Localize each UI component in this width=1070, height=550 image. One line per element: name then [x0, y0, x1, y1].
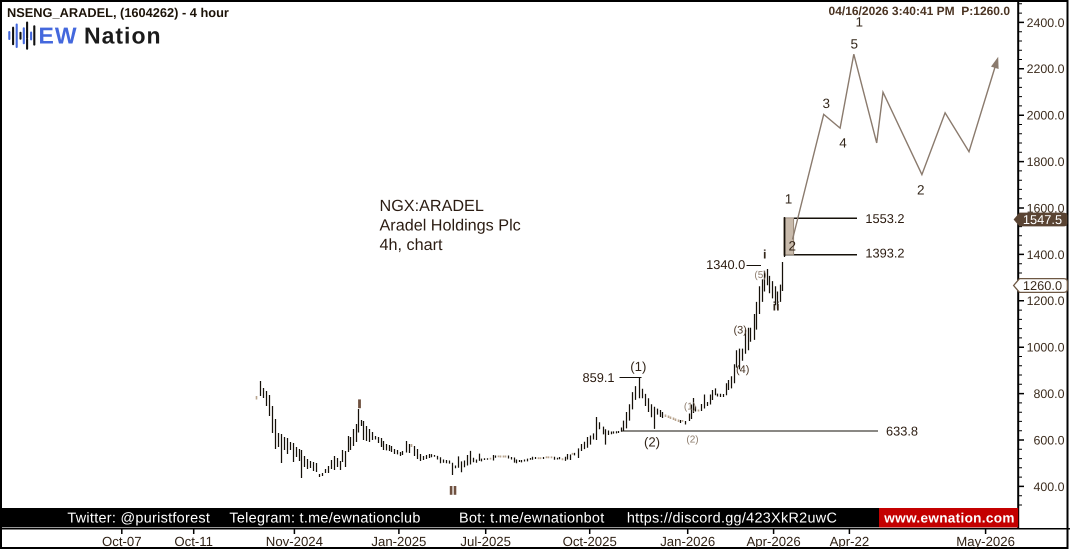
svg-text:1400.0: 1400.0 — [1027, 248, 1065, 262]
svg-text:1800.0: 1800.0 — [1027, 155, 1065, 169]
svg-text:Jan-2025: Jan-2025 — [371, 534, 426, 549]
svg-text:Telegram: t.me/ewnationclub: Telegram: t.me/ewnationclub — [229, 511, 420, 527]
svg-text:1600.0: 1600.0 — [1027, 201, 1065, 215]
svg-text:(3): (3) — [733, 325, 746, 337]
svg-text:800.0: 800.0 — [1033, 387, 1064, 401]
svg-text:Twitter: @puristforest: Twitter: @puristforest — [67, 511, 210, 527]
svg-text:NGX:ARADEL: NGX:ARADEL — [380, 197, 484, 215]
svg-text:3: 3 — [823, 96, 831, 111]
svg-text:Oct-07: Oct-07 — [102, 534, 142, 549]
svg-text:Apr-2026: Apr-2026 — [746, 534, 800, 549]
svg-text:May-2026: May-2026 — [956, 534, 1015, 549]
svg-text:(2): (2) — [644, 435, 660, 450]
svg-text:1340.0: 1340.0 — [706, 257, 745, 272]
svg-text:1553.2: 1553.2 — [865, 211, 904, 226]
svg-text:www.ewnation.com: www.ewnation.com — [883, 511, 1014, 526]
svg-text:2200.0: 2200.0 — [1027, 62, 1065, 76]
svg-text:Bot: t.me/ewnationbot: Bot: t.me/ewnationbot — [459, 511, 605, 527]
svg-text:https://discord.gg/423XkR2uwC: https://discord.gg/423XkR2uwC — [627, 511, 837, 527]
svg-text:1: 1 — [856, 15, 864, 30]
svg-text:Oct-2025: Oct-2025 — [563, 534, 617, 549]
svg-text:i: i — [763, 248, 766, 262]
svg-text:1547.5: 1547.5 — [1023, 212, 1062, 227]
svg-text:2000.0: 2000.0 — [1027, 109, 1065, 123]
svg-text:(5): (5) — [754, 270, 766, 281]
svg-text:1: 1 — [785, 192, 793, 207]
svg-text:600.0: 600.0 — [1033, 433, 1064, 447]
svg-text:(2): (2) — [686, 435, 698, 446]
svg-text:Oct-11: Oct-11 — [174, 534, 213, 549]
svg-text:Jan-2026: Jan-2026 — [660, 534, 715, 549]
svg-text:2: 2 — [789, 238, 797, 253]
svg-text:Jul-2025: Jul-2025 — [460, 534, 511, 549]
svg-text:1260.0: 1260.0 — [1023, 278, 1062, 293]
svg-text:1000.0: 1000.0 — [1027, 341, 1065, 355]
svg-text:Nov-2024: Nov-2024 — [266, 534, 323, 549]
svg-text:Aradel Holdings Plc: Aradel Holdings Plc — [380, 217, 521, 235]
svg-text:ii: ii — [773, 300, 780, 314]
svg-text:04/16/2026 3:40:41 PM P:1260.: 04/16/2026 3:40:41 PM P:1260.0 — [829, 4, 1011, 18]
svg-text:NSENG_ARADEL, (1604262) - 4 ho: NSENG_ARADEL, (1604262) - 4 hour — [7, 5, 229, 20]
svg-text:Nation: Nation — [84, 22, 162, 48]
svg-text:4: 4 — [839, 136, 847, 151]
svg-text:2: 2 — [917, 183, 925, 198]
svg-text:4h, chart: 4h, chart — [380, 236, 443, 254]
svg-text:EW: EW — [39, 22, 78, 48]
svg-text:(1): (1) — [684, 402, 696, 413]
svg-text:859.1: 859.1 — [582, 370, 614, 385]
svg-text:1200.0: 1200.0 — [1027, 294, 1065, 308]
svg-text:(4): (4) — [736, 364, 749, 376]
svg-text:2400.0: 2400.0 — [1027, 16, 1065, 30]
svg-text:633.8: 633.8 — [886, 423, 918, 438]
svg-text:400.0: 400.0 — [1033, 480, 1064, 494]
svg-text:Apr-22: Apr-22 — [830, 534, 870, 549]
svg-text:5: 5 — [851, 36, 859, 51]
svg-text:(1): (1) — [630, 359, 646, 374]
svg-text:1393.2: 1393.2 — [865, 246, 904, 261]
